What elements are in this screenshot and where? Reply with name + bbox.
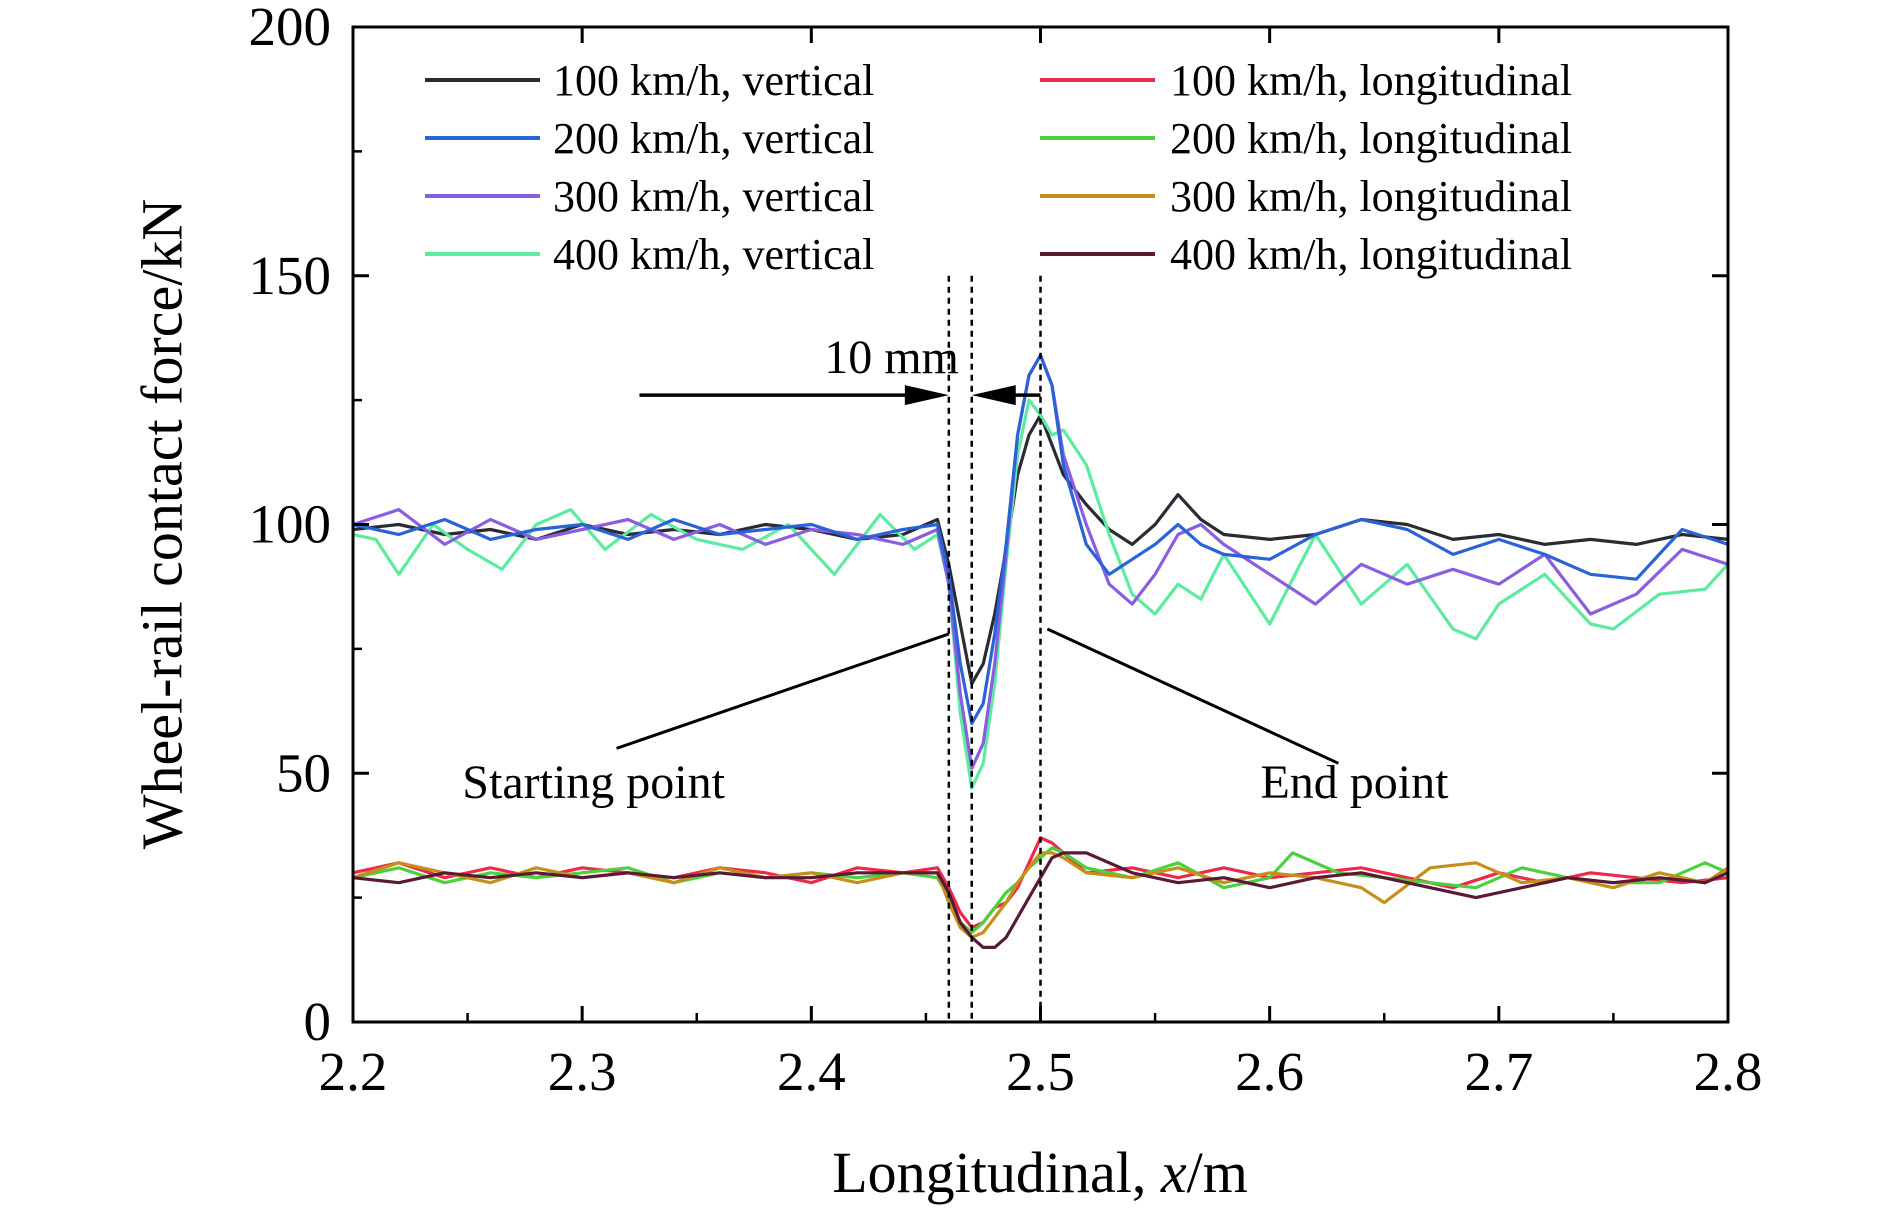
x-axis-title: Longitudinal, x/m xyxy=(832,1140,1248,1205)
annotation-layer: 10 mm Starting point End point xyxy=(462,275,1449,1022)
legend-label: 100 km/h, longitudinal xyxy=(1170,56,1572,105)
dimension-arrowhead-left xyxy=(904,385,949,406)
x-tick-label: 2.8 xyxy=(1694,1041,1763,1102)
y-tick-label: 200 xyxy=(249,0,332,57)
series-line xyxy=(353,353,1728,726)
end-point-leader xyxy=(1046,627,1340,765)
legend-label: 300 km/h, vertical xyxy=(553,172,874,221)
legend-label: 300 km/h, longitudinal xyxy=(1170,172,1572,221)
legend-label: 200 km/h, vertical xyxy=(553,114,874,163)
series-line xyxy=(353,851,1728,950)
y-tick-label: 50 xyxy=(276,742,331,803)
series-line xyxy=(353,398,1728,790)
x-tick-label: 2.7 xyxy=(1464,1041,1533,1102)
x-tick-label: 2.5 xyxy=(1006,1041,1075,1102)
x-tick-label: 2.3 xyxy=(548,1041,617,1102)
legend-label: 400 km/h, longitudinal xyxy=(1170,230,1572,279)
y-tick-label: 150 xyxy=(249,245,332,306)
axis-ticks: 2.2 2.3 2.4 2.5 2.6 2.7 2.8 0 50 100 150 200 xyxy=(249,0,1763,1102)
series-layer xyxy=(353,353,1728,950)
legend-label: 200 km/h, longitudinal xyxy=(1170,114,1572,163)
start-point-leader xyxy=(616,632,950,750)
legend: 100 km/h, vertical 200 km/h, vertical 300 … xyxy=(425,56,1572,279)
legend-label: 400 km/h, vertical xyxy=(553,230,874,279)
y-axis-title: Wheel-rail contact force/kN xyxy=(129,199,194,850)
dimension-label: 10 mm xyxy=(824,331,959,384)
y-tick-label: 100 xyxy=(249,494,332,555)
dimension-arrowhead-right xyxy=(971,385,1016,406)
x-tick-label: 2.2 xyxy=(319,1041,388,1102)
x-tick-label: 2.4 xyxy=(777,1041,846,1102)
legend-label: 100 km/h, vertical xyxy=(553,56,874,105)
start-point-label: Starting point xyxy=(462,756,725,809)
series-line xyxy=(353,413,1728,686)
x-tick-label: 2.6 xyxy=(1235,1041,1304,1102)
series-line xyxy=(353,851,1728,940)
end-point-label: End point xyxy=(1260,756,1449,809)
y-tick-label: 0 xyxy=(304,991,332,1052)
